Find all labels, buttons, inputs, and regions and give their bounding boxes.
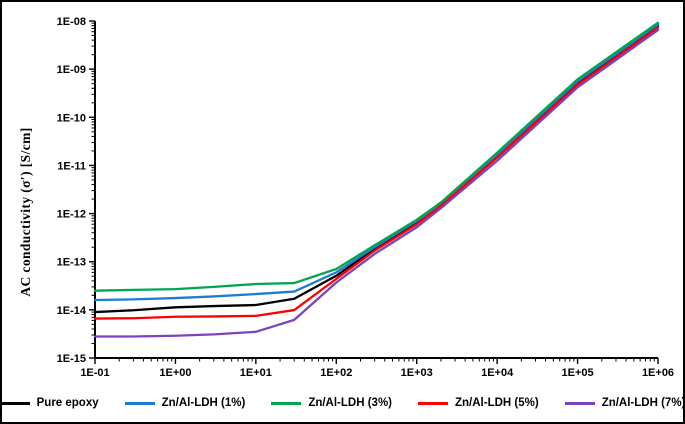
legend-label: Zn/Al-LDH (3%) <box>308 397 392 409</box>
legend-line-swatch <box>418 401 448 405</box>
y-tick-label: 1E-14 <box>57 305 87 317</box>
legend-line-swatch <box>564 401 595 405</box>
series-line-zn-al-ldh-7 <box>93 28 660 338</box>
series-lines <box>93 21 660 338</box>
y-tick-label: 1E-12 <box>57 209 86 221</box>
y-tick-label: 1E-15 <box>57 353 86 365</box>
legend-line-swatch <box>2 401 30 405</box>
y-tick-label: 1E-10 <box>57 112 86 124</box>
legend-label: Zn/Al-LDH (1%) <box>161 397 246 409</box>
series-line-pure-epoxy <box>93 24 660 314</box>
x-tick-label: 1E+01 <box>240 367 272 379</box>
legend-item-zn-al-ldh-5: Zn/Al-LDH (5%) <box>418 397 539 409</box>
legend-label: Zn/Al-LDH (7%) <box>601 397 685 409</box>
series-line-zn-al-ldh-1 <box>93 23 660 302</box>
x-tick-label: 1E+00 <box>159 367 191 379</box>
chart-legend: Pure epoxy Zn/Al-LDH (1%) Zn/Al-LDH (3%) Zn… <box>2 397 683 409</box>
axes: 1E-01 1E+00 1E+01 1E+02 1E+03 1E+04 1E+05 1E+06… <box>57 16 674 379</box>
y-axis-title: AC conductivity (σ′) [S/cm] <box>18 127 33 296</box>
x-tick-label: 1E+03 <box>401 367 433 379</box>
legend-line-swatch <box>124 401 155 405</box>
y-tick-label: 1E-11 <box>57 160 86 172</box>
legend-item-pure-epoxy: Pure epoxy <box>2 397 99 409</box>
x-tick-label: 1E+02 <box>320 367 352 379</box>
legend-line-swatch <box>271 401 302 405</box>
x-tick-label: 1E+05 <box>562 367 594 379</box>
x-tick-label: 1E-01 <box>80 367 109 379</box>
x-tick-label: 1E+04 <box>481 367 514 379</box>
legend-item-zn-al-ldh-3: Zn/Al-LDH (3%) <box>271 397 392 409</box>
series-line-zn-al-ldh-5 <box>93 26 660 320</box>
legend-label: Zn/Al-LDH (5%) <box>455 397 539 409</box>
legend-item-zn-al-ldh-7: Zn/Al-LDH (7%) <box>564 397 685 409</box>
x-tick-label: 1E+06 <box>642 367 674 379</box>
y-tick-label: 1E-09 <box>57 64 86 76</box>
y-tick-label: 1E-13 <box>57 257 86 269</box>
series-line-zn-al-ldh-3 <box>93 21 660 292</box>
legend-item-zn-al-ldh-1: Zn/Al-LDH (1%) <box>124 397 246 409</box>
y-tick-label: 1E-08 <box>57 16 86 28</box>
legend-label: Pure epoxy <box>36 397 99 409</box>
